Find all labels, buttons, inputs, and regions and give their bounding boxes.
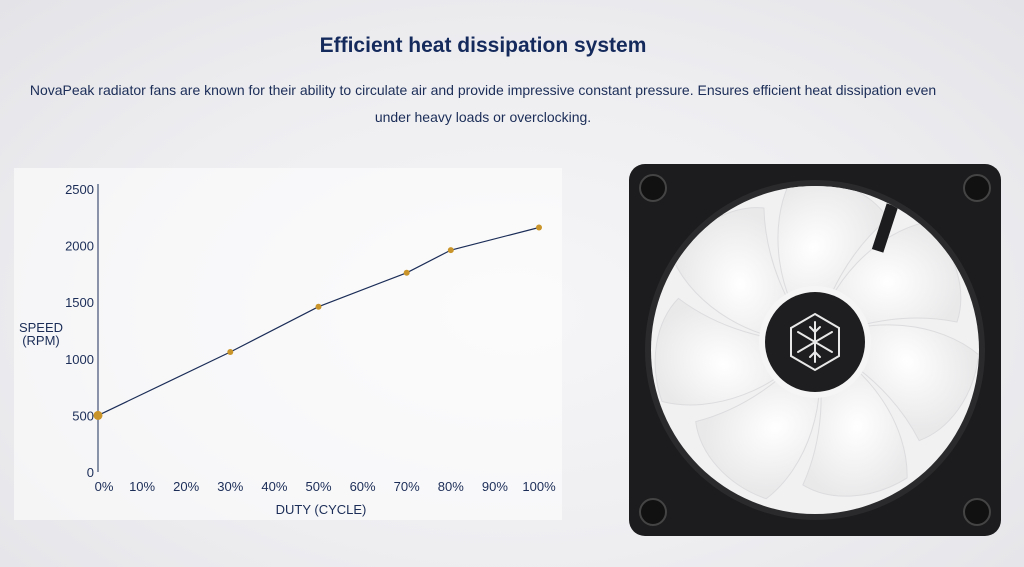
description-line-2: under heavy loads or overclocking. xyxy=(374,109,592,125)
description: NovaPeak radiator fans are known for the… xyxy=(0,77,966,131)
x-tick-label: 80% xyxy=(438,479,464,494)
y-tick-labels: 0 500 1000 1500 2000 2500 xyxy=(65,182,94,480)
data-point xyxy=(227,349,234,356)
y-tick-label: 0 xyxy=(87,465,94,480)
y-axis-label-line-2: (RPM) xyxy=(22,333,60,348)
x-tick-label: 50% xyxy=(305,479,331,494)
chart-panel xyxy=(14,168,562,520)
y-tick-label: 1500 xyxy=(65,295,94,310)
x-tick-label: 100% xyxy=(522,479,556,494)
y-tick-label: 2000 xyxy=(65,239,94,254)
y-tick-label: 500 xyxy=(72,408,94,423)
fan-image xyxy=(629,164,1001,536)
x-tick-labels: 0% 10% 20% 30% 40% 50% 60% 70% 80% 90% 100% xyxy=(95,479,556,494)
series-line xyxy=(97,226,540,416)
data-point xyxy=(536,224,542,231)
data-point xyxy=(447,247,454,254)
x-tick-label: 90% xyxy=(482,479,508,494)
x-tick-label: 0% xyxy=(95,479,114,494)
page-title: Efficient heat dissipation system xyxy=(319,34,647,57)
snowflake-icon xyxy=(790,312,840,372)
x-tick-label: 60% xyxy=(350,479,376,494)
mounting-holes xyxy=(639,174,991,526)
data-point xyxy=(403,269,410,276)
x-axis-label: DUTY (CYCLE) xyxy=(276,502,367,517)
speed-duty-chart: 0 500 1000 1500 2000 2500 0% 10% 20% 30% 40% 50% 60… xyxy=(19,182,556,517)
series-markers xyxy=(93,224,542,420)
y-tick-label: 1000 xyxy=(65,352,94,367)
x-tick-label: 20% xyxy=(173,479,199,494)
x-tick-label: 10% xyxy=(129,479,155,494)
y-tick-label: 2500 xyxy=(65,182,94,197)
x-tick-label: 70% xyxy=(394,479,420,494)
description-line-1: NovaPeak radiator fans are known for the… xyxy=(29,82,937,98)
data-point xyxy=(315,303,322,310)
x-tick-label: 30% xyxy=(217,479,243,494)
data-point xyxy=(93,410,103,420)
x-tick-label: 40% xyxy=(261,479,287,494)
y-axis-label-line-1: SPEED xyxy=(19,320,63,335)
